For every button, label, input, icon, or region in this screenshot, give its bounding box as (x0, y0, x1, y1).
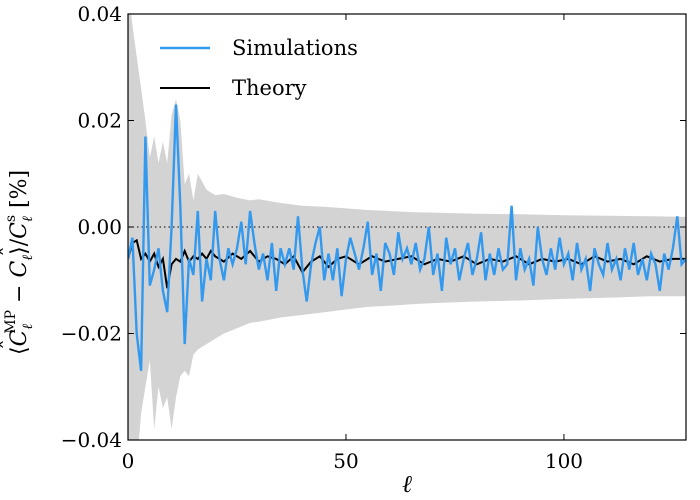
y-tick-label: 0.02 (77, 109, 122, 133)
ylabel-minus: − (7, 285, 32, 303)
ylabel-c1: C (7, 329, 32, 346)
plot-area (128, 14, 686, 440)
x-tick-label: 50 (333, 449, 358, 473)
ylabel-unit: [%] (7, 170, 32, 208)
ylabel-close: ⟩/ (7, 238, 32, 255)
svg-text:⟨CℓMP − Cℓ⟩/Cℓs [%]: ⟨CℓMP − Cℓ⟩/Cℓs [%] (3, 170, 36, 355)
x-tick-label: 0 (122, 449, 135, 473)
legend-label-simulations: Simulations (232, 36, 358, 60)
ylabel-sub2: ℓ (20, 255, 36, 261)
y-axis-ticks: −0.04 −0.02 0.00 0.02 0.04 (61, 2, 686, 452)
ylabel-sup3: s (3, 215, 19, 222)
legend-label-theory: Theory (232, 76, 307, 100)
simulations-line (128, 104, 686, 371)
ylabel-open: ⟨ (7, 346, 32, 355)
ylabel-hat2: ˆ (0, 246, 23, 257)
x-axis-ticks: 0 50 100 (122, 14, 583, 473)
legend: Simulations Theory (160, 36, 358, 100)
y-tick-label: −0.02 (61, 322, 122, 346)
ylabel-c3: C (7, 222, 32, 239)
y-tick-label: 0.00 (77, 215, 122, 239)
y-axis-label: ⟨CℓMP − Cℓ⟩/Cℓs [%] ˆ ˆ (0, 170, 36, 355)
ylabel-sub1: ℓ (20, 324, 36, 330)
y-tick-label: −0.04 (61, 428, 122, 452)
ylabel-hat1: ˆ (0, 339, 23, 350)
x-tick-label: 100 (545, 449, 583, 473)
ylabel-sub3: ℓ (20, 216, 36, 222)
ylabel-sup1: MP (3, 310, 19, 334)
ylabel-c2: C (7, 261, 32, 278)
x-axis-label: ℓ (402, 470, 412, 498)
y-tick-label: 0.04 (77, 2, 122, 26)
